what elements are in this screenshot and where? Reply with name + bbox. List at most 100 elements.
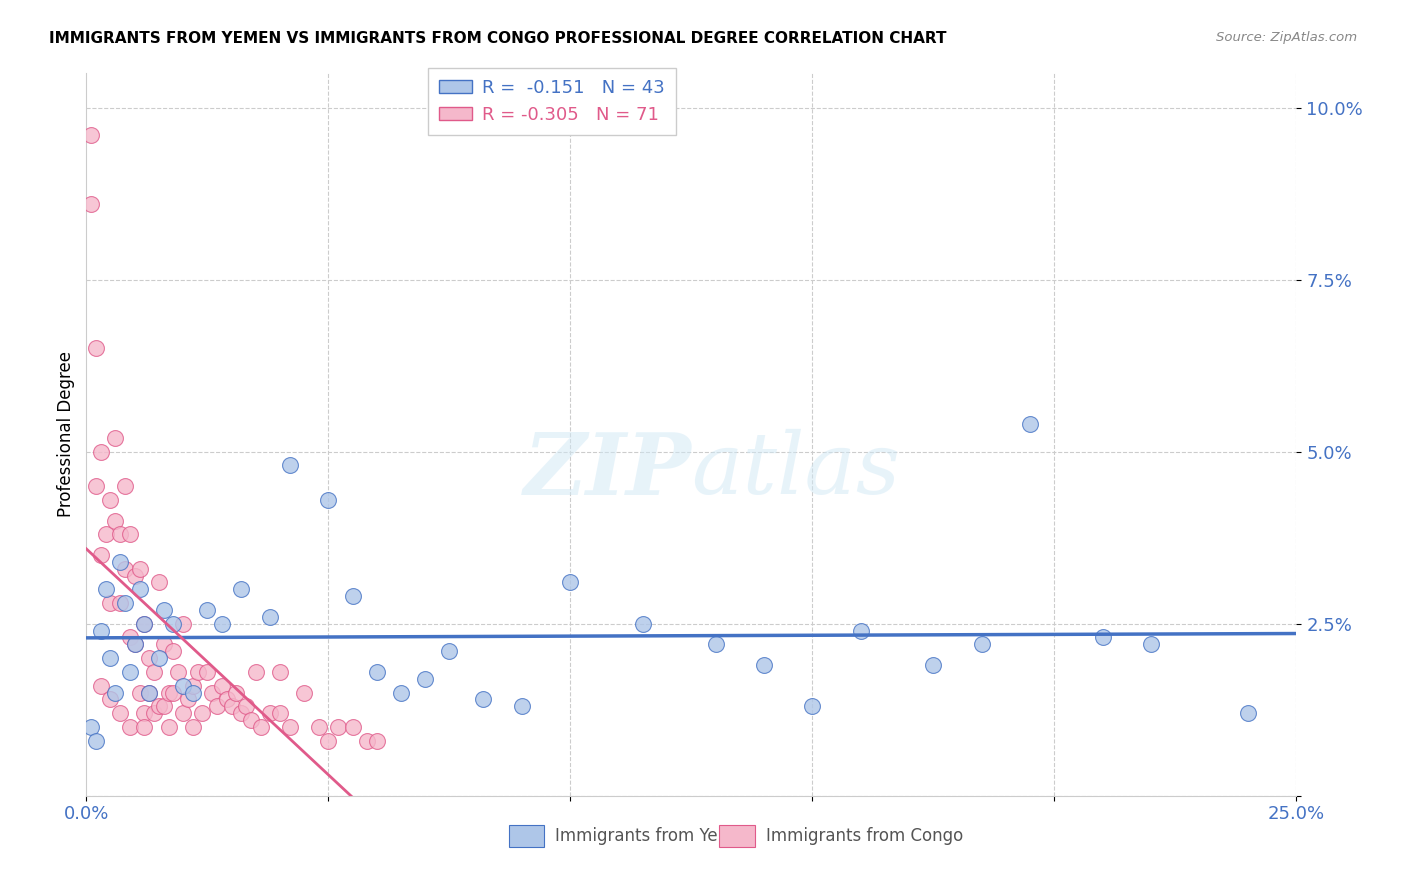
Point [138,685,160,699]
Point [162,616,184,631]
Point [108,596,131,610]
Point [366,733,388,747]
Point [342,720,364,734]
Point [1091,631,1114,645]
Text: Source: ZipAtlas.com: Source: ZipAtlas.com [1216,31,1357,45]
Point [215,692,238,706]
Point [225,685,247,699]
Text: atlas: atlas [692,429,900,512]
Point [249,720,271,734]
Point [167,665,190,679]
Point [1140,637,1163,651]
Point [148,651,170,665]
Point [128,582,150,597]
Point [162,644,184,658]
Point [269,665,291,679]
Point [143,665,166,679]
Point [108,527,131,541]
Point [389,685,412,699]
Point [108,555,131,569]
Point [94,527,117,541]
Legend: R =  -0.151   N = 43, R = -0.305   N = 71: R = -0.151 N = 43, R = -0.305 N = 71 [429,68,676,135]
Point [134,720,156,734]
Point [90,548,112,562]
Point [510,699,533,714]
Point [205,699,228,714]
Point [413,672,436,686]
Point [181,685,204,699]
Point [231,582,253,597]
Point [134,616,156,631]
Text: IMMIGRANTS FROM YEMEN VS IMMIGRANTS FROM CONGO PROFESSIONAL DEGREE CORRELATION C: IMMIGRANTS FROM YEMEN VS IMMIGRANTS FROM… [49,31,946,46]
Point [90,624,112,638]
Point [172,706,194,721]
Point [704,637,727,651]
Point [162,685,184,699]
Point [80,128,103,143]
Point [118,720,141,734]
Point [221,699,243,714]
Point [90,679,112,693]
Point [318,492,340,507]
Point [211,679,233,693]
Point [318,733,340,747]
Point [187,665,209,679]
Point [128,562,150,576]
Point [172,616,194,631]
Point [235,699,257,714]
Point [134,616,156,631]
Point [211,616,233,631]
Point [1019,417,1042,432]
Point [118,527,141,541]
Point [104,685,127,699]
Point [90,444,112,458]
Point [177,692,200,706]
Point [148,699,170,714]
Point [560,575,582,590]
Point [143,706,166,721]
Point [201,685,224,699]
Point [439,644,461,658]
Text: Immigrants from Yemen: Immigrants from Yemen [555,827,755,845]
Point [118,665,141,679]
Point [801,699,824,714]
Point [239,713,262,727]
Point [157,720,180,734]
Point [172,679,194,693]
Point [181,679,204,693]
Point [84,479,107,493]
Point [124,568,146,582]
Point [152,699,174,714]
Point [104,514,127,528]
Point [231,706,253,721]
Point [472,692,495,706]
Point [148,575,170,590]
Point [94,582,117,597]
Point [292,685,315,699]
Point [100,651,122,665]
Point [100,692,122,706]
Point [259,610,281,624]
Point [84,342,107,356]
Point [191,706,214,721]
Point [157,685,180,699]
Point [100,596,122,610]
Point [80,197,103,211]
Point [259,706,281,721]
Point [100,492,122,507]
Point [278,720,301,734]
Point [849,624,872,638]
Point [114,479,136,493]
Point [152,637,174,651]
Point [104,431,127,445]
Point [631,616,654,631]
Point [118,631,141,645]
Point [124,637,146,651]
Point [366,665,388,679]
Point [1237,706,1260,721]
Y-axis label: Professional Degree: Professional Degree [58,351,75,517]
Point [308,720,330,734]
Point [922,658,945,673]
Point [152,603,174,617]
Point [181,720,204,734]
